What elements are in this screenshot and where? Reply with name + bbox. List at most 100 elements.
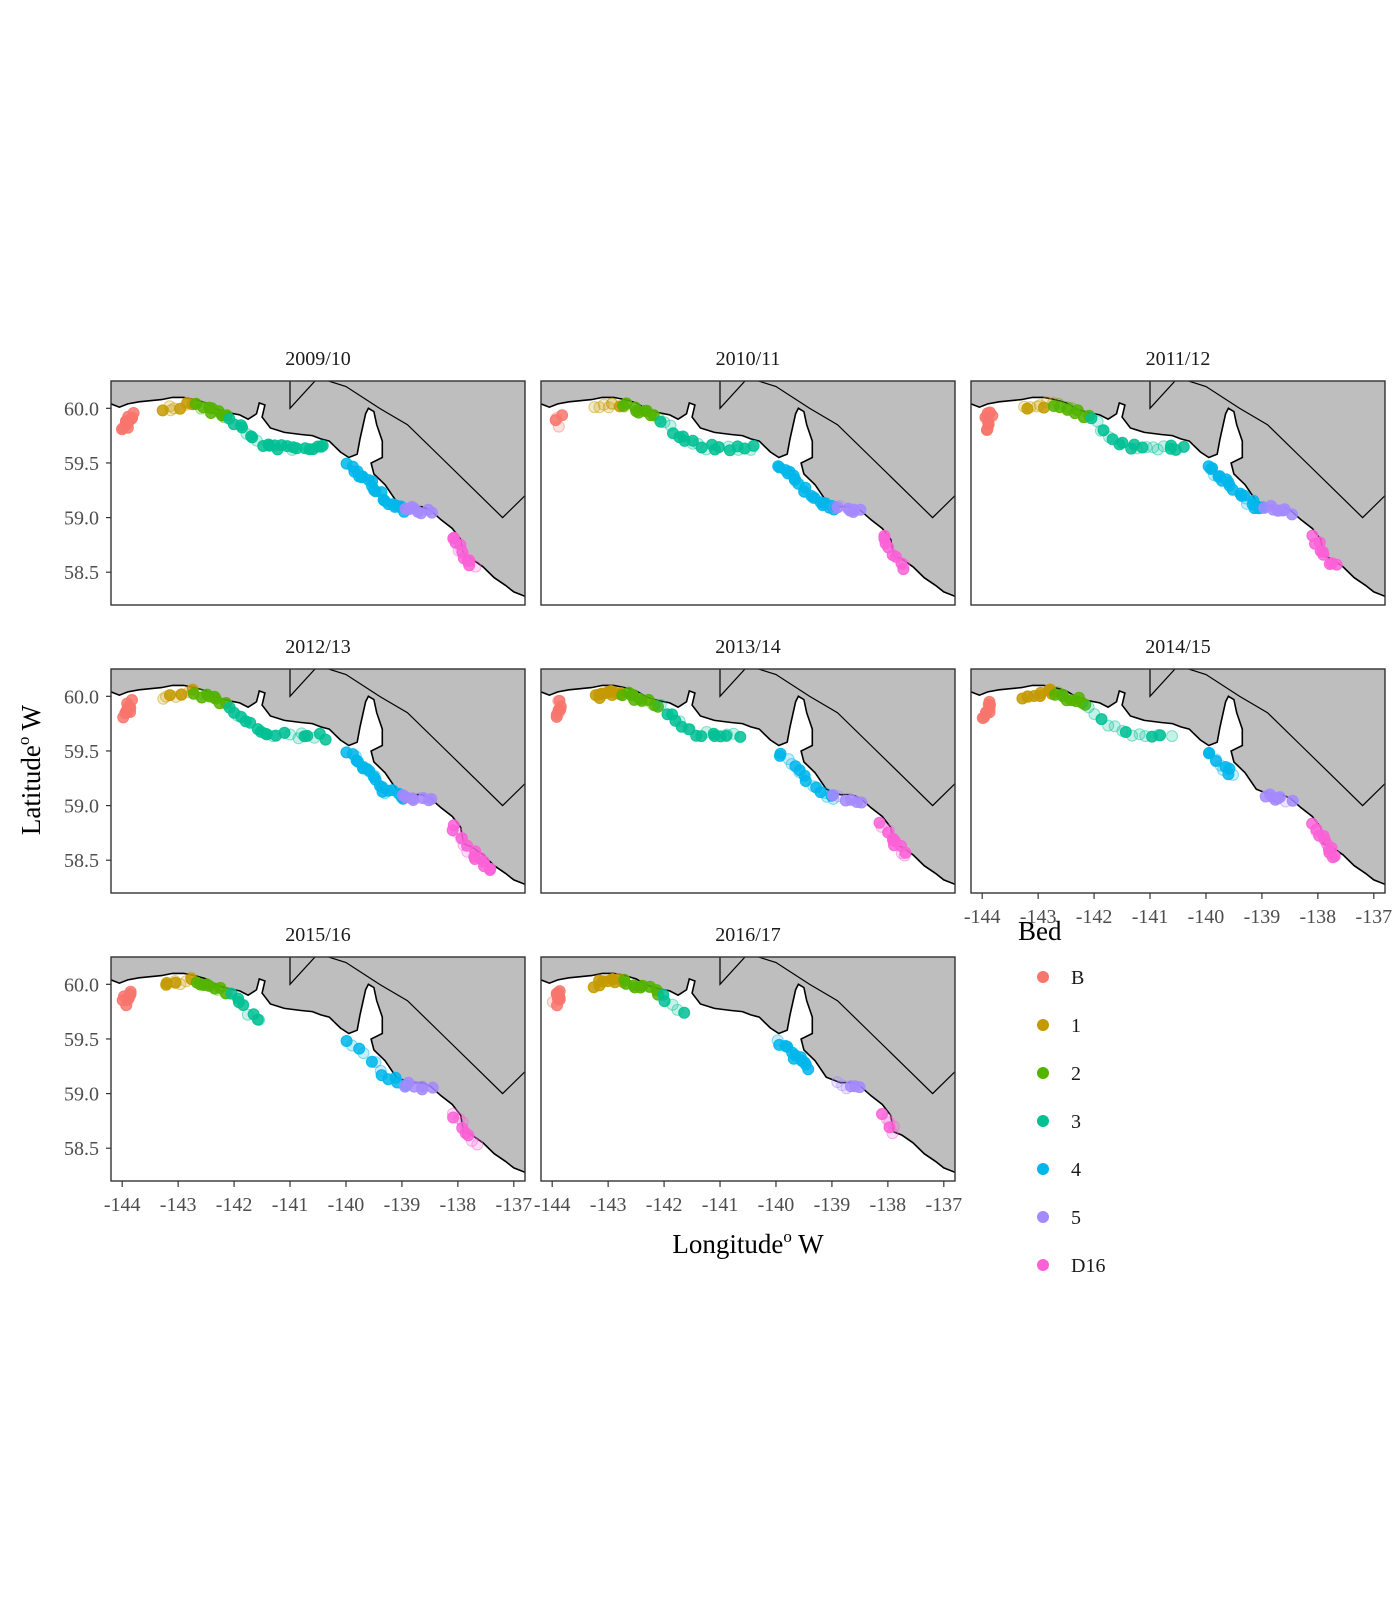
- legend-title: Bed: [1018, 916, 1062, 946]
- survey-point-bed-3: [278, 726, 291, 739]
- survey-point-bed-5: [854, 503, 867, 516]
- survey-point-bed-4: [1227, 768, 1239, 781]
- survey-point-bed-3: [734, 730, 747, 743]
- facet-panel-2014-15: 2014/15 -144 -143 -142 -141 -140 -139 -138 -137: [964, 636, 1392, 928]
- survey-point-bed-4: [799, 775, 812, 787]
- x-axis-title-text: Longitude: [672, 1229, 783, 1259]
- survey-point-bed-3: [654, 415, 667, 428]
- survey-point-bed-D16: [471, 1138, 484, 1151]
- survey-point-bed-5: [1286, 794, 1299, 807]
- panel-map-layer: [541, 381, 955, 598]
- survey-point-bed-5: [426, 1081, 439, 1094]
- legend-item-2: 2: [1037, 1063, 1081, 1085]
- survey-point-bed-B: [127, 407, 140, 419]
- survey-point-bed-3: [720, 729, 733, 742]
- survey-point-bed-5: [425, 506, 438, 519]
- facet-title: 2014/15: [1145, 636, 1211, 658]
- facet-panel-2012-13: 2012/13 60.0 59.5 59.0 58.5: [64, 636, 526, 894]
- coastline: [111, 684, 525, 886]
- survey-point-bed-5: [827, 789, 840, 801]
- border-line: [719, 669, 955, 807]
- survey-point-bed-4: [361, 763, 373, 775]
- panel-map-layer: [111, 669, 525, 886]
- border-line: [1149, 381, 1385, 519]
- survey-point-bed-D16: [446, 824, 459, 837]
- legend-key: [1037, 971, 1049, 983]
- survey-point-bed-3: [658, 416, 671, 429]
- survey-point-bed-D16: [899, 846, 912, 859]
- survey-point-bed-D16: [898, 849, 911, 862]
- survey-point-bed-B: [981, 407, 994, 420]
- survey-point-bed-D16: [876, 1108, 888, 1120]
- survey-point-bed-1: [597, 398, 610, 411]
- legend-label: B: [1071, 967, 1084, 989]
- land-polygon: [541, 957, 955, 1173]
- coastline: [971, 396, 1385, 598]
- y-axis-title-suffix: W: [16, 704, 46, 736]
- survey-point-bed-4: [802, 1063, 815, 1076]
- legend-label: 4: [1071, 1159, 1081, 1181]
- coastline: [111, 972, 525, 1174]
- y-tick-label: 59.5: [64, 741, 99, 763]
- legend-item-B: B: [1037, 967, 1084, 989]
- land-polygon: [971, 669, 1385, 885]
- panel-border: [970, 380, 1386, 606]
- legend-label: D16: [1071, 1255, 1105, 1277]
- panel-border: [970, 668, 1386, 894]
- x-tick-label: -141: [702, 1194, 739, 1216]
- x-tick-label: -143: [590, 1194, 627, 1216]
- survey-point-bed-1: [588, 401, 601, 414]
- survey-point-bed-1: [174, 978, 187, 991]
- y-tick-label: 59.0: [64, 1084, 99, 1106]
- facet-title: 2012/13: [285, 636, 351, 658]
- facet-title: 2011/12: [1146, 348, 1211, 370]
- facet-title: 2009/10: [285, 348, 351, 370]
- survey-point-bed-3: [686, 434, 699, 447]
- survey-point-bed-D16: [463, 559, 476, 572]
- x-tick-label: -143: [1020, 906, 1057, 928]
- survey-point-bed-4: [353, 1042, 366, 1055]
- y-tick-label: 59.5: [64, 453, 99, 475]
- facet-title: 2015/16: [285, 924, 351, 946]
- survey-point-bed-1: [163, 689, 176, 702]
- legend-key: [1037, 1115, 1049, 1127]
- survey-point-bed-5: [853, 1081, 866, 1094]
- survey-point-bed-D16: [465, 1135, 478, 1147]
- coastline: [971, 684, 1385, 886]
- legend-key: [1037, 1259, 1049, 1271]
- survey-point-bed-B: [983, 695, 996, 708]
- x-axis-title: Longitudeo W: [672, 1227, 824, 1259]
- survey-point-bed-B: [124, 985, 137, 998]
- border-line: [1149, 669, 1385, 807]
- survey-point-bed-D16: [1330, 558, 1343, 571]
- x-tick-label: -139: [814, 1194, 851, 1216]
- survey-point-bed-3: [1091, 415, 1104, 428]
- survey-point-bed-4: [357, 1047, 370, 1060]
- legend-label: 5: [1071, 1207, 1081, 1229]
- survey-point-bed-3: [658, 995, 671, 1008]
- facet-title: 2016/17: [715, 924, 781, 946]
- y-tick-label: 60.0: [64, 398, 99, 420]
- survey-point-bed-D16: [1326, 851, 1339, 864]
- legend: Bed B 1 2 3 4 5 D16: [1018, 916, 1105, 1277]
- facet-panel-2011-12: 2011/12: [970, 348, 1386, 606]
- x-tick-label: -139: [1244, 906, 1281, 928]
- y-tick-label: 58.5: [64, 562, 99, 584]
- facet-panel-2009-10: 2009/10 60.0 59.5 59.0 58.5: [64, 348, 526, 606]
- x-tick-label: -138: [440, 1194, 477, 1216]
- panel-border: [110, 668, 526, 894]
- survey-point-bed-D16: [897, 563, 910, 576]
- legend-key: [1037, 1019, 1049, 1031]
- legend-key: [1037, 1211, 1049, 1223]
- survey-point-bed-4: [1206, 462, 1219, 475]
- survey-point-bed-5: [416, 1083, 429, 1096]
- border-line: [289, 669, 525, 807]
- y-tick-label: 59.0: [64, 508, 99, 530]
- legend-key: [1037, 1163, 1049, 1175]
- x-tick-label: -142: [646, 1194, 683, 1216]
- survey-point-bed-4: [340, 1035, 353, 1047]
- panel-map-layer: [971, 381, 1385, 598]
- legend-key: [1037, 1067, 1049, 1079]
- survey-point-bed-3: [695, 730, 708, 743]
- y-axis-title-superscript: o: [14, 737, 33, 746]
